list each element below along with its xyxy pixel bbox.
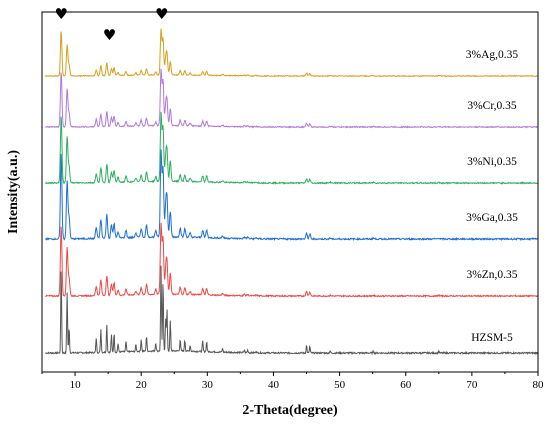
series-label-3: 3%Ni,0.35	[467, 156, 517, 168]
peak-marker-1: ♥	[103, 26, 116, 44]
peak-marker-2: ♥	[155, 5, 168, 23]
peak-markers: ♥ ♥ ♥	[54, 5, 168, 44]
x-axis-ticks: 10 20 30 40 50 60 70 80	[41, 372, 545, 391]
series-label-5: 3%Ag,0.35	[466, 49, 519, 61]
series-labels: HZSM-5 3%Zn,0.35 3%Ga,0.35 3%Ni,0.35 3%Cr,0.…	[466, 49, 519, 344]
series-line-5	[44, 28, 538, 78]
series-label-0: HZSM-5	[471, 332, 513, 344]
series-line-1	[45, 222, 539, 299]
x-tick-label-4: 50	[334, 379, 346, 391]
series-line-4	[45, 68, 539, 129]
x-tick-label-5: 60	[400, 379, 412, 391]
x-tick-label-6: 70	[466, 379, 478, 391]
series-line-0	[45, 265, 539, 356]
series-line-3	[45, 111, 539, 185]
peak-marker-0: ♥	[54, 5, 67, 23]
x-axis-title: 2-Theta(degree)	[242, 403, 338, 418]
y-axis-title: Intensity(a.u.)	[6, 150, 21, 234]
x-tick-label-2: 30	[202, 379, 214, 391]
series-line-2	[44, 149, 539, 242]
series-label-2: 3%Ga,0.35	[466, 212, 518, 224]
chart-traces	[44, 28, 539, 356]
x-tick-label-1: 20	[136, 379, 148, 391]
x-tick-label-7: 80	[533, 379, 545, 391]
x-tick-label-3: 40	[268, 379, 280, 391]
x-tick-label-0: 10	[70, 379, 82, 391]
series-label-4: 3%Cr,0.35	[467, 100, 517, 112]
plot-frame	[41, 11, 539, 373]
series-label-1: 3%Zn,0.35	[466, 269, 517, 281]
